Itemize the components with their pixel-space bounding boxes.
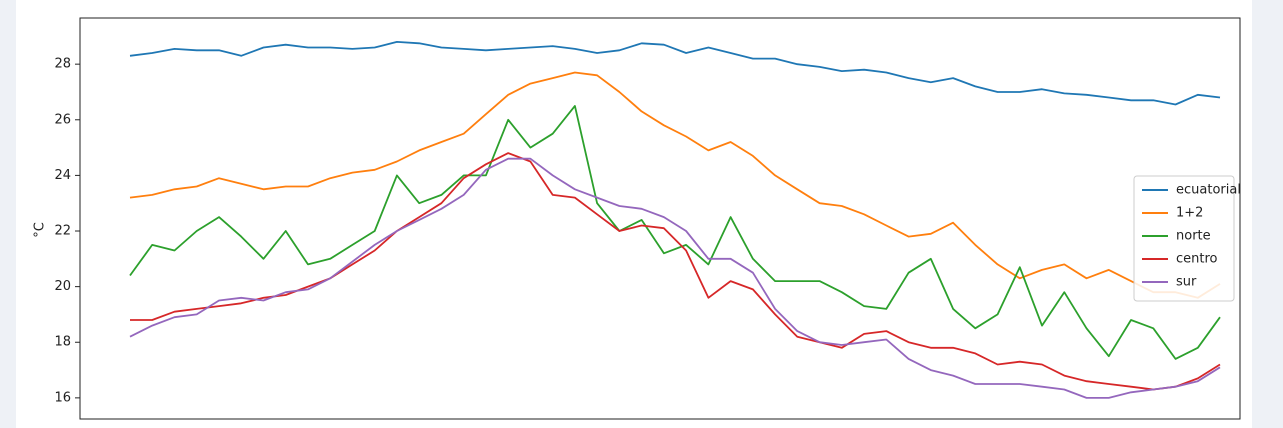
series-line <box>129 157 1221 399</box>
y-tick-label: 26 <box>54 112 71 127</box>
y-axis-label: °C <box>33 222 48 238</box>
y-tick-label: 24 <box>54 168 71 183</box>
series-line <box>130 152 1221 391</box>
y-tick-label: 22 <box>54 224 71 239</box>
y-tick-label: 20 <box>54 279 71 294</box>
legend-box <box>1133 175 1235 302</box>
series-line <box>129 71 1221 299</box>
series-line <box>129 41 1221 106</box>
y-tick-label: 18 <box>54 335 71 350</box>
y-tick-label: 28 <box>54 57 71 72</box>
figure-background <box>16 0 1252 428</box>
axes-frame <box>79 17 1241 420</box>
series-line <box>129 105 1221 360</box>
y-tick-label: 16 <box>54 390 71 405</box>
legend-label: norte <box>1176 229 1211 244</box>
legend-label: centro <box>1176 252 1218 267</box>
legend-label: ecuatorial <box>1176 183 1241 198</box>
legend-label: 1+2 <box>1176 206 1203 221</box>
legend-label: sur <box>1176 275 1197 290</box>
